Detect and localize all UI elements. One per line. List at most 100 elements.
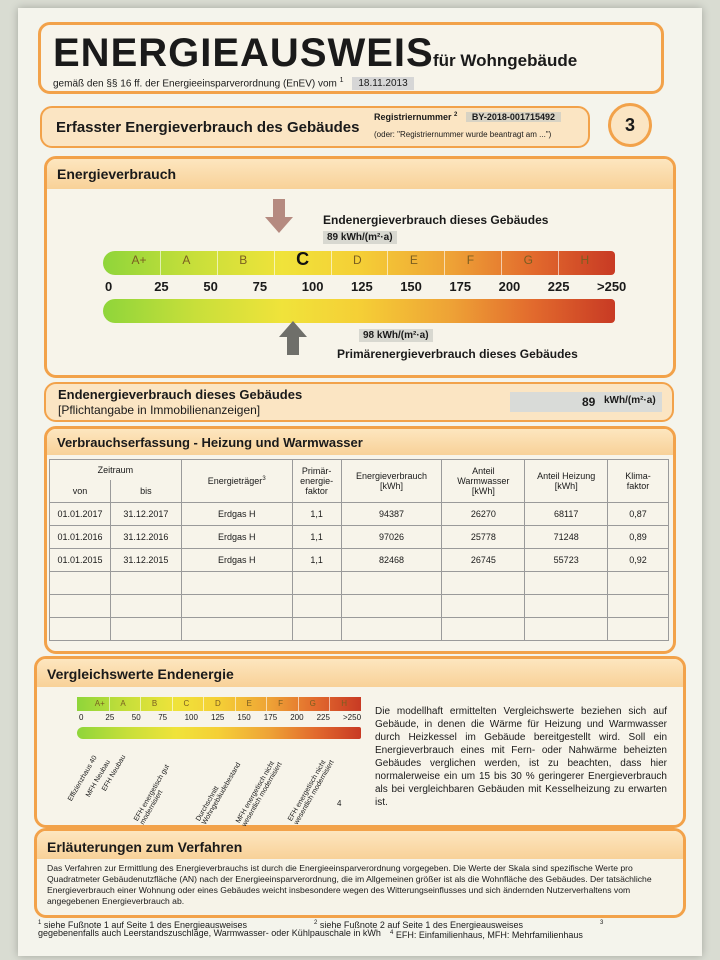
document-title: ENERGIEAUSWEIS <box>53 31 434 75</box>
cell-traeger: Erdgas H <box>180 548 293 572</box>
scale-tick-label: 25 <box>154 279 169 294</box>
scale-tick-label: 150 <box>400 279 422 294</box>
primary-energy-label: Primärenergieverbrauch dieses Gebäudes <box>337 347 578 361</box>
comparison-scale-top <box>77 697 361 711</box>
class-divider <box>330 251 332 275</box>
listing-unit: kWh/(m²·a) <box>604 395 656 406</box>
consumption-header-band <box>47 429 673 455</box>
scale-tick-label: 125 <box>211 713 225 722</box>
scale-tick-label: 200 <box>290 713 304 722</box>
explanation-text: Das Verfahren zur Ermittlung des Energie… <box>47 863 652 906</box>
listing-value-field: 89 kWh/(m²·a) <box>510 392 662 412</box>
class-divider <box>329 697 331 711</box>
cell-bis: 31.12.2017 <box>109 502 182 526</box>
class-divider <box>108 697 110 711</box>
table-row: 01.01.2016 31.12.2016 Erdgas H 1,1 97026… <box>49 525 669 549</box>
page-number-badge: 3 <box>608 103 652 147</box>
up-arrow-icon <box>279 321 307 355</box>
end-energy-value: 89 kWh/(m²·a) <box>323 231 397 244</box>
consumption-table: Zeitraum Energieträger3 Primär- energie-… <box>49 459 669 641</box>
certificate-page: ENERGIEAUSWEIS für Wohngebäude gemäß den… <box>18 8 702 956</box>
scale-tick-label: 100 <box>301 279 324 294</box>
regulation-date: 18.11.2013 <box>352 77 414 91</box>
cell-faktor: 1,1 <box>291 525 342 549</box>
class-divider <box>203 697 205 711</box>
down-arrow-icon <box>265 199 293 233</box>
regulation-sup: 1 <box>339 77 344 84</box>
class-divider <box>273 251 275 275</box>
energy-header-band <box>47 159 673 189</box>
cell-klima: 0,89 <box>607 525 669 549</box>
cell-warmwasser: 25778 <box>441 525 526 549</box>
energy-class-label: B <box>239 253 248 267</box>
listing-box: Endenergieverbrauch dieses Gebäudes [Pfl… <box>44 382 674 422</box>
registration-note: (oder: "Registriernummer wurde beantragt… <box>374 130 552 139</box>
cell-verbrauch: 82468 <box>340 548 443 572</box>
scale-tick-label: 75 <box>252 279 268 294</box>
class-divider <box>159 251 161 275</box>
col-traeger: Energieträger3 <box>180 459 293 503</box>
energy-heading: Energieverbrauch <box>57 166 177 182</box>
class-divider <box>558 251 560 275</box>
explanation-heading: Erläuterungen zum Verfahren <box>47 839 243 855</box>
table-row: 01.01.2017 31.12.2017 Erdgas H 1,1 94387… <box>49 502 669 526</box>
comparison-header-band <box>37 659 683 687</box>
cell-klima: 0,87 <box>607 502 669 526</box>
scale-tick-label: 175 <box>263 713 278 722</box>
cell-faktor: 1,1 <box>291 548 342 572</box>
comparison-scale-numbers: 0 25 50 75 100 125 150 175 200 225 >250 <box>77 713 361 725</box>
footnote-2-text: siehe Fußnote 2 auf Seite 1 des Energiea… <box>319 920 523 930</box>
cell-von: 01.01.2017 <box>49 502 111 526</box>
class-divider <box>387 251 389 275</box>
class-divider <box>171 697 173 711</box>
energy-class-label: A+ <box>94 699 105 708</box>
cell-klima: 0,92 <box>607 548 669 572</box>
energy-class-label: D <box>215 699 221 708</box>
energy-class-label: D <box>353 253 362 267</box>
scale-tick-label: >250 <box>597 279 627 294</box>
cell-warmwasser: 26745 <box>441 548 526 572</box>
comparison-footnote-mark: 4 <box>337 799 342 808</box>
regulation-line: gemäß den §§ 16 ff. der Energieeinsparve… <box>53 77 414 91</box>
footnote-3-mark: 3 <box>600 920 604 926</box>
energy-scale-numbers: 0 25 50 75 100 125 150 175 200 225 >250 <box>103 279 626 297</box>
empty-row <box>49 617 669 641</box>
cell-verbrauch: 94387 <box>340 502 443 526</box>
class-divider <box>266 697 268 711</box>
cell-traeger: Erdgas H <box>180 502 293 526</box>
end-energy-label: Endenergieverbrauch dieses Gebäudes <box>323 213 549 227</box>
energy-class-label: E <box>409 253 418 267</box>
energy-class-label: E <box>246 699 252 708</box>
energy-class-label: H <box>580 253 590 267</box>
energy-consumption-box: Energieverbrauch Endenergieverbrauch die… <box>44 156 676 378</box>
col-heizung: Anteil Heizung [kWh] <box>524 459 609 503</box>
cell-traeger: Erdgas H <box>180 525 293 549</box>
footnote-3: 3 gegebenenfalls auch Leerstandszuschläg… <box>38 920 698 939</box>
energy-class-label: F <box>466 253 475 267</box>
consumption-box: Verbrauchserfassung - Heizung und Warmwa… <box>44 426 676 654</box>
energy-class-scale-top <box>103 251 615 275</box>
col-von: von <box>49 480 111 503</box>
scale-tick-label: 25 <box>105 713 115 722</box>
cell-heizung: 68117 <box>524 502 609 526</box>
col-warmwasser: Anteil Warmwasser [kWh] <box>441 459 526 503</box>
registration-number: BY-2018-001715492 <box>465 112 561 122</box>
class-divider <box>297 697 299 711</box>
energy-class-label: H <box>341 699 347 708</box>
empty-row <box>49 594 669 618</box>
scale-tick-label: 225 <box>547 279 570 294</box>
energy-class-label: C <box>296 249 310 269</box>
class-divider <box>234 697 236 711</box>
comparison-class-labels: A+ A B C D E F G H <box>77 697 361 711</box>
footnote-1-mark: 1 <box>38 920 42 926</box>
header-box: ENERGIEAUSWEIS für Wohngebäude gemäß den… <box>38 22 664 94</box>
page-number: 3 <box>624 115 635 135</box>
scale-tick-label: 50 <box>203 279 218 294</box>
cell-bis: 31.12.2015 <box>109 548 182 572</box>
footnote-1-text: siehe Fußnote 1 auf Seite 1 des Energiea… <box>43 920 247 930</box>
cell-heizung: 55723 <box>524 548 609 572</box>
footnote-4: 4 EFH: Einfamilienhaus, MFH: Mehrfamilie… <box>390 928 690 941</box>
col-bis: bis <box>109 480 182 503</box>
registration-sup: 2 <box>454 112 458 118</box>
col-klima: Klima- faktor <box>607 459 669 503</box>
